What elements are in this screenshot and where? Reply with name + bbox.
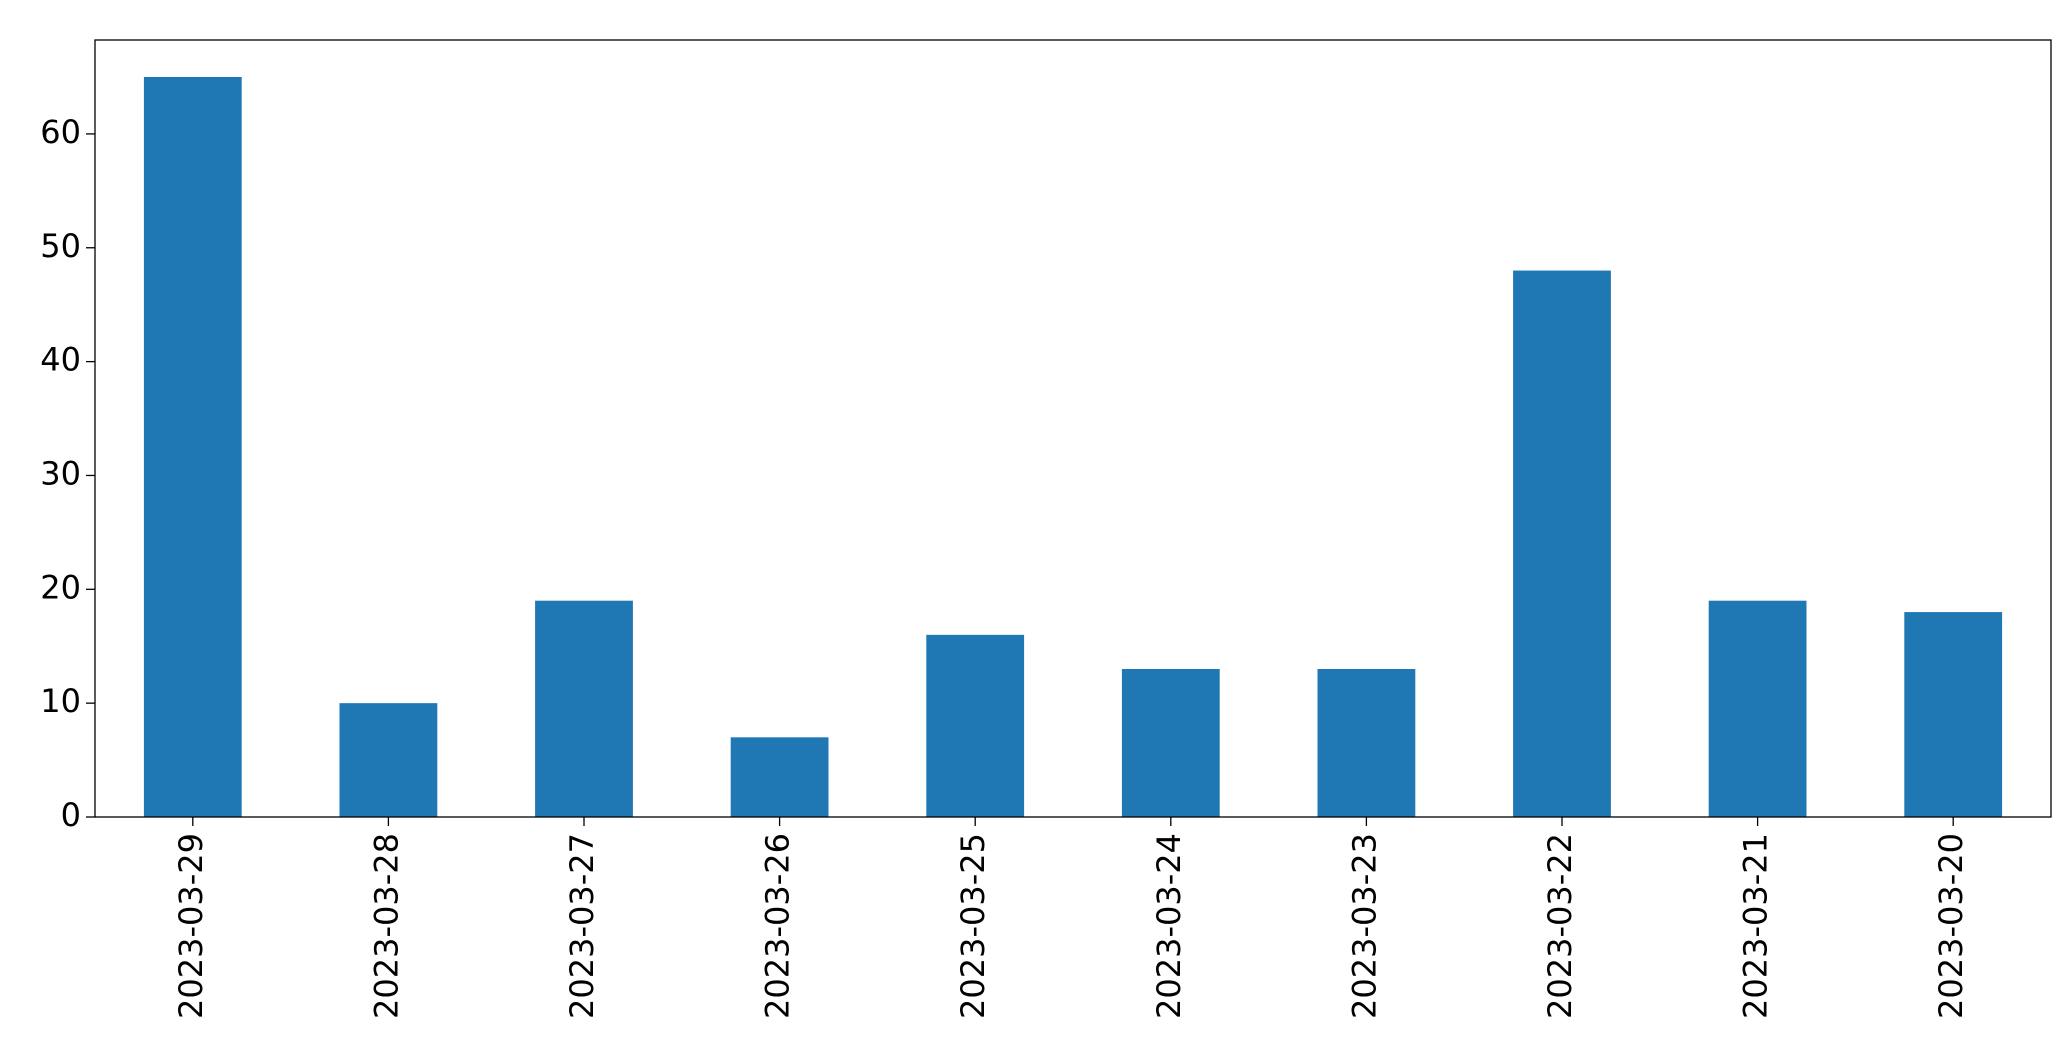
x-tick-label: 2023-03-24 [1150,833,1188,1019]
x-tick-label: 2023-03-23 [1345,833,1383,1019]
y-tick-label: 40 [40,341,81,379]
x-tick-label: 2023-03-25 [954,833,992,1019]
x-tick-label: 2023-03-21 [1737,833,1775,1019]
y-tick-label: 0 [61,796,81,834]
bar [1513,270,1611,817]
x-tick-label: 2023-03-28 [367,833,405,1019]
y-tick-label: 10 [40,682,81,720]
y-tick-label: 50 [40,227,81,265]
y-tick-label: 20 [40,568,81,606]
x-tick-label: 2023-03-20 [1932,833,1970,1019]
bar [1708,600,1807,817]
x-tick-label: 2023-03-27 [563,833,601,1019]
x-tick-label: 2023-03-29 [172,833,210,1019]
bar [730,737,829,817]
y-tick-label: 30 [40,454,81,492]
plot-frame [94,39,2052,818]
bar [535,600,633,817]
bar [1317,669,1416,817]
x-tick-label: 2023-03-22 [1541,833,1579,1019]
bar [339,703,438,817]
bar [926,634,1025,817]
y-tick-label: 60 [40,113,81,151]
bar [1121,669,1220,817]
x-tick-label: 2023-03-26 [759,833,797,1019]
bar [1904,612,2003,817]
bar [143,77,242,817]
